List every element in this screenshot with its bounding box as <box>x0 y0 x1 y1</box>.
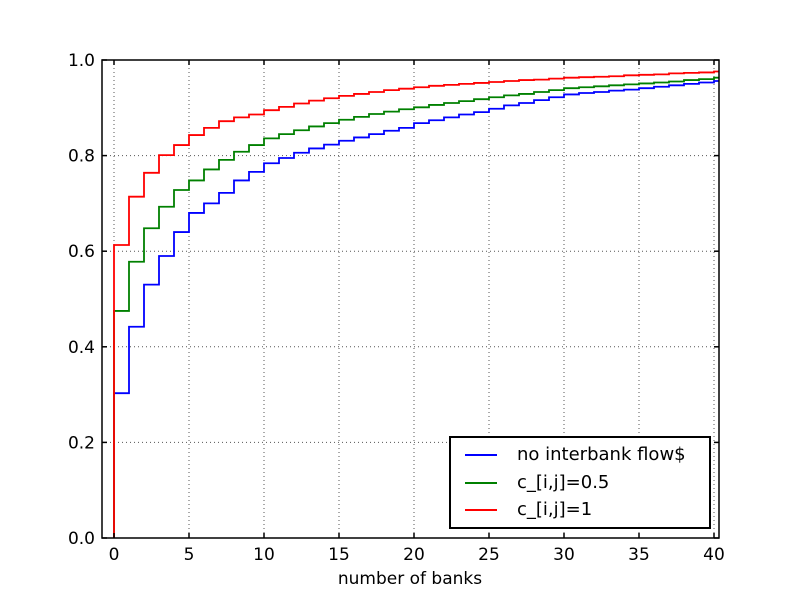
axes-layer <box>101 59 720 539</box>
series-line <box>113 76 719 538</box>
y-tick-label: 0.4 <box>68 338 95 358</box>
tick-label-layer: 0 5 10 15 20 25 30 35 40 0.0 0.2 0.4 0.6 0.8 1.0 <box>68 51 725 565</box>
legend-line-sample-red <box>465 509 497 512</box>
legend-label: c_[i,j]=0.5 <box>517 471 610 493</box>
x-tick-label: 5 <box>184 545 195 565</box>
legend: no interbank flow$ c_[i,j]=0.5 c_[i,j]=1 <box>449 436 711 529</box>
x-tick-label: 40 <box>703 545 725 565</box>
legend-item: no interbank flow$ <box>463 441 697 469</box>
x-tick-label: 10 <box>253 545 275 565</box>
legend-line-sample-green <box>465 481 497 484</box>
legend-label: no interbank flow$ <box>517 443 686 465</box>
series-layer <box>113 70 719 538</box>
x-axis-label: number of banks <box>338 569 482 589</box>
x-tick-label: 0 <box>109 545 120 565</box>
legend-label: c_[i,j]=1 <box>517 499 593 521</box>
y-tick-label: 1.0 <box>68 51 95 71</box>
legend-item: c_[i,j]=1 <box>463 496 697 524</box>
plot-border <box>101 59 720 539</box>
grid-layer <box>102 60 719 538</box>
x-tick-label: 30 <box>553 545 575 565</box>
x-tick-label: 15 <box>328 545 350 565</box>
y-tick-label: 0.0 <box>68 529 95 549</box>
x-tick-label: 35 <box>628 545 650 565</box>
legend-item: c_[i,j]=0.5 <box>463 469 697 497</box>
x-tick-label: 20 <box>403 545 425 565</box>
x-tick-label: 25 <box>478 545 500 565</box>
y-tick-label: 0.2 <box>68 433 95 453</box>
series-line <box>113 80 719 538</box>
y-tick-label: 0.8 <box>68 147 95 167</box>
legend-line-sample-blue <box>465 453 497 456</box>
series-line <box>113 70 719 538</box>
y-tick-label: 0.6 <box>68 242 95 262</box>
